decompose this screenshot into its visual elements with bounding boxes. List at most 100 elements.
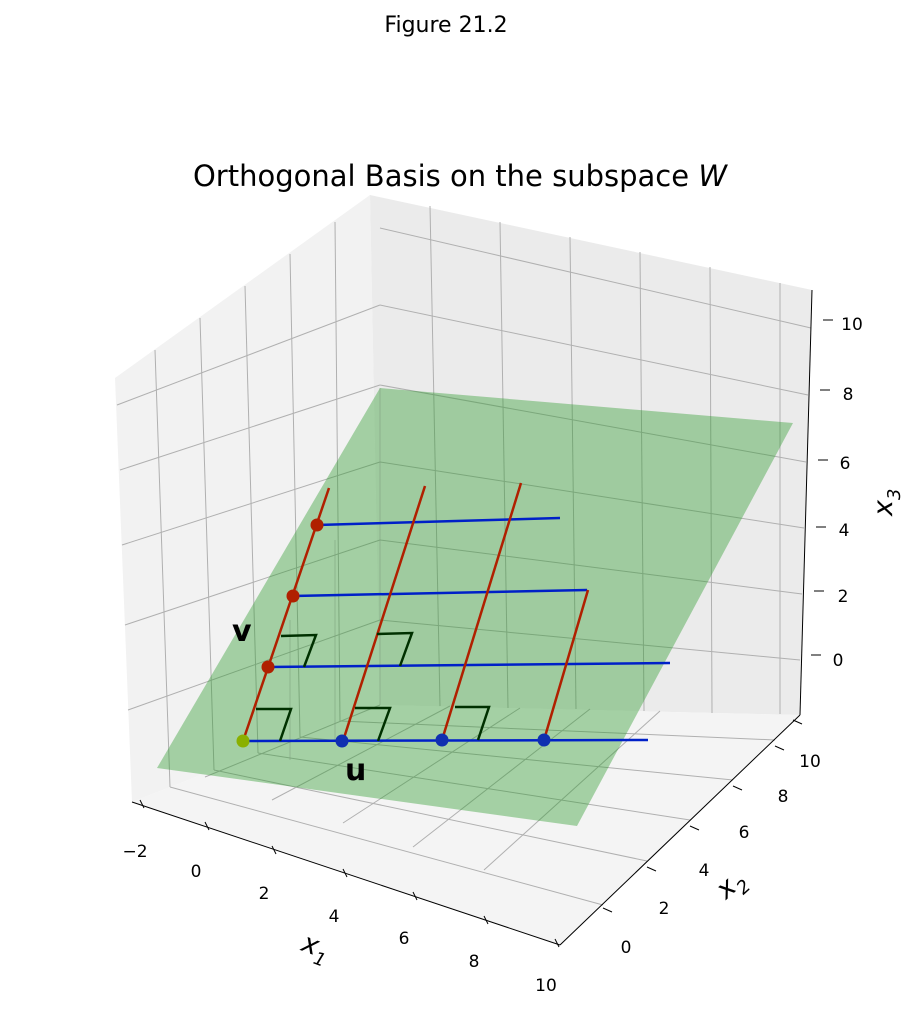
u-span-line-3 [316, 516, 561, 527]
z-axis-line [799, 289, 813, 716]
right-angle-marker-2 [455, 705, 491, 741]
grid-back-v-4 [709, 266, 713, 714]
pane-back [370, 195, 812, 715]
pane-left-face [115, 195, 380, 802]
grid-floor-y-1 [213, 769, 648, 862]
y-axis-ticks: 0 2 4 6 8 10 [602, 719, 821, 958]
x-axis-line [131, 801, 561, 946]
x-axis-ticks: −2 0 2 4 6 8 10 [122, 799, 560, 996]
y-tick-label-2: 4 [699, 861, 710, 881]
x-tick-label-1: 0 [191, 862, 202, 882]
vector-label-v: v [232, 614, 252, 649]
x-tick-mark-4 [412, 891, 418, 901]
v-span-line-1 [341, 485, 427, 742]
u-span-line-1 [267, 661, 671, 669]
origin-point [236, 734, 250, 748]
plane-grid-overlay [289, 388, 381, 760]
pane-left [115, 195, 380, 802]
y-tick-mark-1 [646, 866, 657, 872]
grid-left-z-0 [127, 619, 381, 711]
grid-back-v-0 [429, 205, 441, 707]
pane-back-face [370, 195, 812, 715]
grid-left-z-1 [124, 539, 381, 626]
x-tick-label-4: 6 [399, 929, 410, 949]
grid-back-z-4 [379, 304, 809, 396]
plot-title: Orthogonal Basis on the subspace W [193, 159, 728, 193]
z-axis-label-sub: 3 [884, 489, 905, 500]
z-tick-label-4: 8 [843, 385, 854, 405]
y-tick-mark-2 [689, 825, 700, 831]
grid-back-v-3 [639, 251, 645, 712]
plot-title-text: Orthogonal Basis on the subspace [193, 159, 698, 193]
grid-left-v-3 [289, 253, 301, 738]
z-axis-ticks: 0 2 4 6 8 10 [811, 315, 863, 671]
z-axis-label: x3 [868, 489, 905, 517]
grid-floor-y-4 [339, 720, 776, 741]
grid-floor-y-2 [257, 752, 691, 821]
x-tick-label-0: −2 [122, 842, 147, 862]
grid-floor-x-1 [271, 705, 451, 801]
grid-left-v-0 [154, 349, 171, 788]
right-angle-marker-3 [280, 633, 318, 668]
x-tick-label-3: 4 [329, 907, 340, 927]
y-tick-mark-5 [792, 719, 803, 725]
axis-lines [131, 289, 813, 946]
z-tick-label-2: 4 [839, 521, 850, 541]
pane-floor-face [132, 705, 800, 945]
y-tick-mark-3 [732, 785, 743, 791]
z-tick-label-1: 2 [838, 587, 849, 607]
vector-points [236, 518, 551, 748]
grid-floor-x-4 [483, 710, 661, 871]
y-tick-label-1: 2 [659, 899, 670, 919]
u-span-line-2 [292, 588, 588, 598]
right-angle-marker-4 [376, 631, 414, 667]
x-axis-label: x1 [295, 927, 334, 971]
y-tick-label-0: 0 [621, 938, 632, 958]
grid-floor-y-0 [169, 786, 604, 906]
u-point-2 [537, 733, 551, 747]
y-axis-label: x2 [709, 864, 755, 911]
u-point-1 [435, 733, 449, 747]
y-tick-mark-0 [602, 907, 613, 913]
x-tick-label-6: 10 [535, 976, 557, 996]
v-span-line-3 [542, 589, 590, 741]
grid-floor-x-3 [412, 708, 591, 848]
y-tick-label-3: 6 [739, 823, 750, 843]
v-point-1 [286, 589, 300, 603]
grid-back-z-1 [379, 539, 803, 595]
x-tick-label-2: 2 [259, 884, 270, 904]
v-span-line-2 [440, 482, 523, 741]
y-tick-label-4: 8 [778, 787, 789, 807]
pane-floor [132, 705, 800, 945]
vector-label-u: u [345, 753, 366, 788]
subspace-plane [157, 388, 793, 826]
z-axis-label-main: x [868, 499, 899, 517]
y-axis-line [559, 714, 801, 946]
v-point-2 [310, 518, 324, 532]
grid-back-z-0 [379, 619, 801, 661]
x-tick-mark-1 [204, 821, 210, 831]
x-tick-mark-0 [139, 799, 145, 809]
grid-left-v-2 [244, 285, 259, 754]
y-tick-mark-4 [774, 745, 785, 751]
x-tick-mark-3 [342, 868, 348, 878]
v-point-0 [261, 660, 275, 674]
grid-back-z-2 [379, 461, 805, 529]
z-tick-label-0: 0 [833, 651, 844, 671]
x-tick-mark-2 [271, 845, 277, 855]
figure-suptitle: Figure 21.2 [384, 13, 507, 38]
x-tick-mark-6 [554, 938, 560, 948]
z-tick-label-5: 10 [841, 315, 863, 335]
plot-title-math: W [698, 159, 728, 193]
x-tick-mark-5 [483, 915, 489, 925]
grid-floor-y-3 [299, 736, 734, 781]
grid-back-z-5 [379, 227, 812, 329]
grid-back-v-1 [499, 221, 509, 709]
z-tick-label-3: 6 [840, 454, 851, 474]
grid-left-v-4 [334, 221, 341, 722]
y-tick-label-5: 10 [799, 752, 821, 772]
right-angle-marker-0 [256, 707, 293, 742]
x-tick-label-5: 8 [469, 952, 480, 972]
u-point-0 [335, 734, 349, 748]
